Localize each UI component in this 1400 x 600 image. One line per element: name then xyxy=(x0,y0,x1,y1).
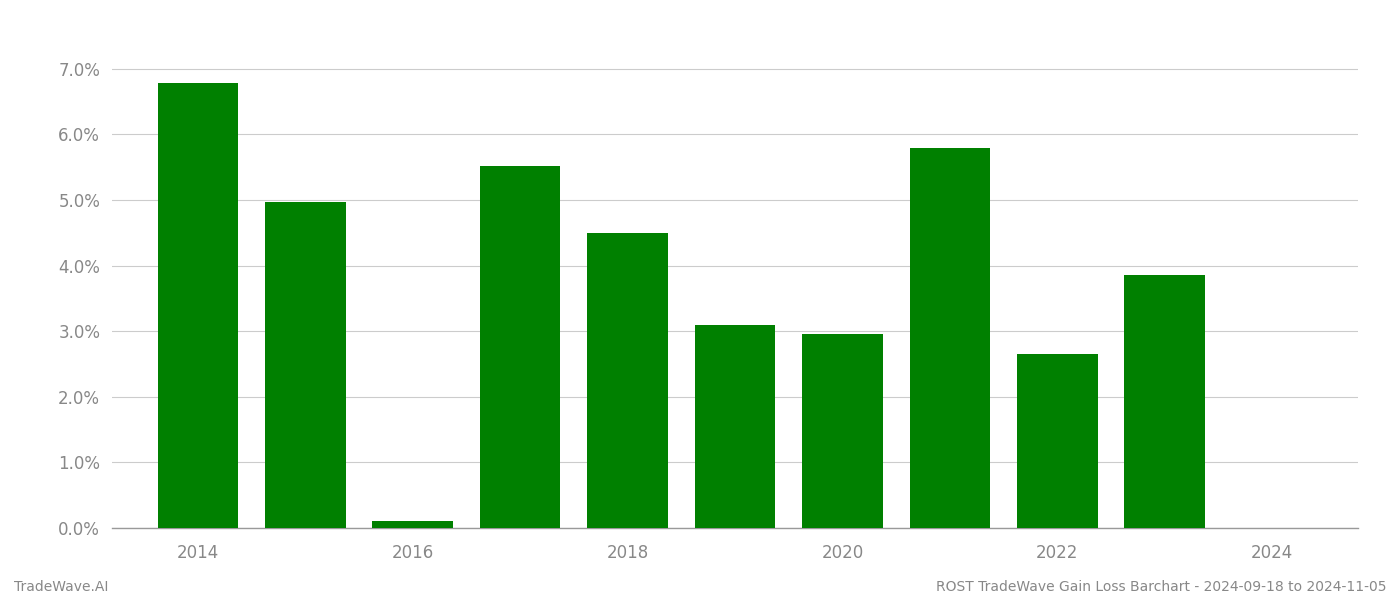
Text: TradeWave.AI: TradeWave.AI xyxy=(14,580,108,594)
Bar xyxy=(694,325,776,528)
Bar xyxy=(265,202,346,528)
Text: ROST TradeWave Gain Loss Barchart - 2024-09-18 to 2024-11-05: ROST TradeWave Gain Loss Barchart - 2024… xyxy=(935,580,1386,594)
Bar xyxy=(910,148,990,528)
Bar xyxy=(480,166,560,528)
Bar xyxy=(158,83,238,528)
Bar xyxy=(1016,354,1098,528)
Bar xyxy=(1124,275,1205,528)
Bar xyxy=(802,334,882,528)
Bar xyxy=(588,233,668,528)
Bar xyxy=(372,521,454,528)
